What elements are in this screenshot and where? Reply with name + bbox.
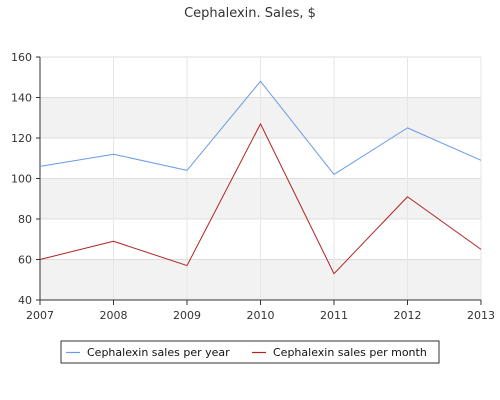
legend: Cephalexin sales per year Cephalexin sal… [60, 340, 440, 364]
y-tick-label: 60 [18, 254, 32, 267]
x-tick-label: 2011 [320, 309, 348, 322]
y-tick-label: 120 [11, 132, 32, 145]
x-tick-labels: 2007 2008 2009 2010 2011 2012 2013 [26, 309, 495, 322]
y-tick-label: 80 [18, 213, 32, 226]
series-line-per-year [39, 80, 482, 175]
x-tick-label: 2007 [26, 309, 54, 322]
x-tick-label: 2008 [100, 309, 128, 322]
legend-label-per-year: Cephalexin sales per year [87, 346, 230, 359]
series-line-per-month [39, 123, 482, 275]
y-tick-label: 160 [11, 51, 32, 64]
x-tick-label: 2012 [394, 309, 422, 322]
x-tick-label: 2013 [467, 309, 495, 322]
legend-label-per-month: Cephalexin sales per month [273, 346, 427, 359]
legend-box [60, 340, 440, 364]
y-tick-label: 40 [18, 294, 32, 307]
x-tick-label: 2009 [173, 309, 201, 322]
y-tick-labels: 40 60 80 100 120 140 160 [11, 51, 32, 307]
grid-lines [39, 56, 482, 301]
chart-title: Cephalexin. Sales, $ [184, 6, 316, 21]
x-tick-label: 2010 [247, 309, 275, 322]
y-tick-label: 140 [11, 92, 32, 105]
series-lines [39, 80, 482, 275]
y-tick-label: 100 [11, 173, 32, 186]
